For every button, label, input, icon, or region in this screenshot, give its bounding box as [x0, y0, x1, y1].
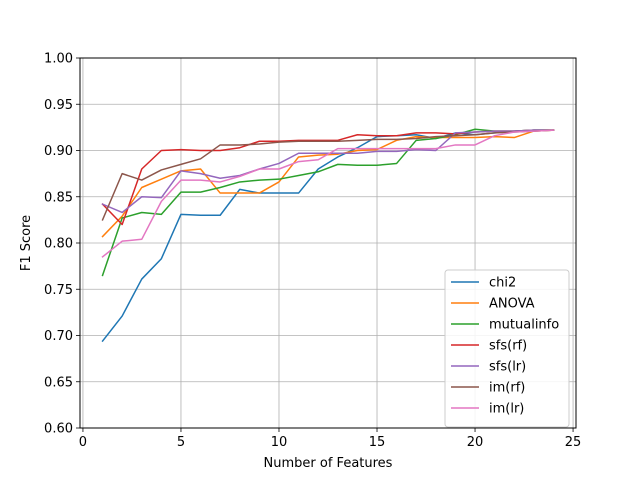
legend: chi2 ANOVA mutualinfo sfs(rf) sfs(lr) im(rf) i…	[444, 269, 570, 428]
legend-label: im(rf)	[489, 381, 525, 396]
x-axis-label: Number of Features	[264, 456, 393, 471]
y-tick-label: 0.80	[44, 237, 73, 252]
x-tick-label: 25	[565, 435, 582, 450]
y-tick-label: 0.65	[44, 375, 73, 390]
y-tick-label: 0.90	[44, 144, 73, 159]
x-tick-label: 5	[177, 435, 185, 450]
series-line-mutualinfo	[101, 128, 555, 277]
series-line-im(rf)	[101, 129, 555, 221]
axis-ticks: 0 5 10 15 20 25 0.60 0.65 0.70 0.75 0.80 0.85 0.90 0.…	[44, 52, 581, 451]
legend-label: sfs(lr)	[489, 360, 526, 375]
legend-label: sfs(rf)	[489, 339, 527, 354]
legend-label: im(lr)	[489, 402, 524, 417]
legend-label: mutualinfo	[489, 318, 559, 333]
y-axis-label: F1 Score	[19, 215, 34, 271]
y-tick-label: 0.75	[44, 283, 73, 298]
y-tick-label: 0.95	[44, 98, 73, 113]
x-tick-label: 0	[79, 435, 87, 450]
x-tick-label: 20	[467, 435, 484, 450]
legend-label: chi2	[489, 276, 516, 291]
x-tick-label: 10	[271, 435, 288, 450]
series-line-sfs(lr)	[101, 129, 555, 214]
y-tick-label: 0.60	[44, 422, 73, 437]
y-tick-label: 1.00	[44, 52, 73, 67]
y-tick-label: 0.70	[44, 329, 73, 344]
series-layer	[101, 128, 555, 343]
legend-label: ANOVA	[489, 297, 535, 312]
x-tick-label: 15	[369, 435, 386, 450]
y-tick-label: 0.85	[44, 190, 73, 205]
series-line-im(lr)	[101, 129, 555, 258]
